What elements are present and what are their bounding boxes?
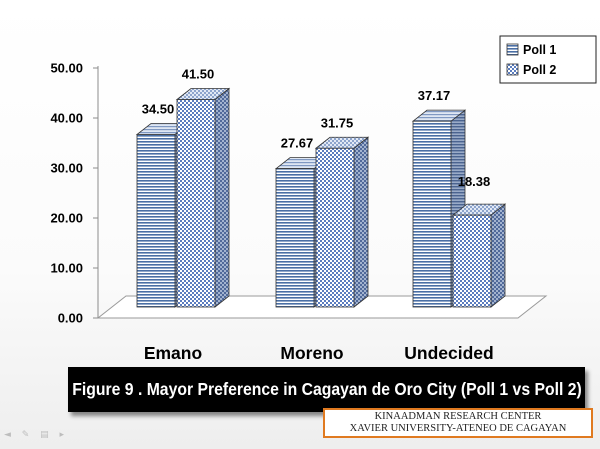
source-credit-box: KINAADMAN RESEARCH CENTER XAVIER UNIVERS… (323, 408, 593, 438)
legend-swatch-poll1 (506, 43, 519, 56)
bar-data-label: 37.17 (418, 88, 451, 103)
y-tick-label: 40.00 (50, 111, 83, 126)
bar-front-face (452, 214, 492, 308)
bar-front-face (136, 134, 176, 308)
x-category-label-undecided: Undecided (404, 343, 493, 363)
bar-side-face (353, 136, 369, 308)
source-line-2: XAVIER UNIVERSITY-ATENEO DE CAGAYAN (349, 423, 567, 434)
bar-side-face (214, 87, 230, 308)
bar-data-label: 34.50 (142, 102, 175, 117)
y-tick-label: 20.00 (50, 211, 83, 226)
bar-front-face (315, 147, 355, 308)
bar-data-label: 18.38 (458, 174, 491, 189)
bar-side-face (490, 203, 506, 308)
y-tick-label: 50.00 (50, 61, 83, 76)
x-axis-labels: Emano Moreno Undecided (144, 343, 494, 363)
bar-emano-poll2 (175, 87, 231, 308)
bar-undecided-poll2 (451, 203, 507, 308)
bar-data-label: 27.67 (281, 136, 314, 151)
bar-data-label: 41.50 (182, 67, 215, 82)
bar-front-face (275, 168, 315, 308)
y-tick-label: 30.00 (50, 161, 83, 176)
bar-data-label: 31.75 (321, 115, 354, 130)
source-line-1: KINAADMAN RESEARCH CENTER (374, 411, 542, 422)
figure-caption: Figure 9 . Mayor Preference in Cagayan d… (71, 379, 582, 399)
slide-navigation-tools[interactable]: ◄ ✎ ▤ ▸ (4, 430, 69, 440)
bar-moreno-poll2 (314, 136, 370, 308)
bars-group: 34.50 41.50 27.67 31.75 37.17 18.38 (135, 67, 507, 308)
x-category-label-moreno: Moreno (280, 343, 343, 363)
legend: Poll 1 Poll 2 (499, 35, 597, 84)
legend-swatch-poll2 (506, 63, 519, 76)
legend-label-poll2: Poll 2 (523, 63, 556, 77)
y-tick-label: 10.00 (50, 261, 83, 276)
bar-front-face (176, 99, 216, 308)
legend-label-poll1: Poll 1 (523, 43, 556, 57)
bar-front-face (412, 120, 452, 308)
bar-undecided-poll1 (411, 109, 467, 308)
y-axis-ticks: 0.00 10.00 20.00 30.00 40.00 50.00 (50, 61, 98, 326)
y-tick-label: 0.00 (58, 311, 83, 326)
x-category-label-emano: Emano (144, 343, 202, 363)
figure-caption-bar: Figure 9 . Mayor Preference in Cagayan d… (68, 367, 585, 412)
